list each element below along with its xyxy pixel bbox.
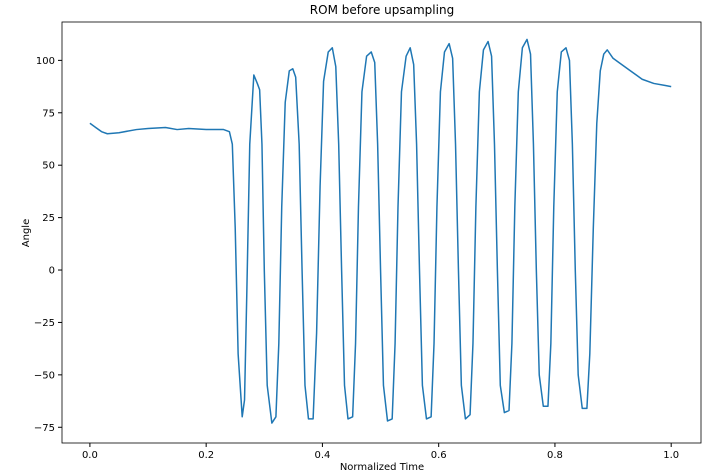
x-tick-label: 1.0	[663, 450, 679, 461]
data-line	[89, 38, 672, 424]
x-tick-label: 0.4	[314, 450, 330, 461]
x-tick-label: 0.0	[82, 450, 98, 461]
y-tick-label: 0	[49, 266, 55, 277]
y-tick-label: −25	[34, 318, 55, 329]
y-tick-label: −50	[34, 370, 55, 381]
y-tick-label: 25	[42, 213, 55, 224]
x-axis-label: Normalized Time	[340, 462, 424, 473]
y-tick-label: 100	[36, 56, 55, 67]
y-axis-label: Angle	[21, 219, 32, 247]
x-tick-label: 0.8	[547, 450, 563, 461]
y-tick-label: 50	[42, 161, 55, 172]
y-tick-label: 75	[42, 108, 55, 119]
plot-frame	[61, 21, 702, 444]
y-tick-label: −75	[34, 423, 55, 434]
chart-title: ROM before upsampling	[310, 3, 454, 17]
x-tick-label: 0.2	[198, 450, 214, 461]
x-tick-label: 0.6	[431, 450, 447, 461]
